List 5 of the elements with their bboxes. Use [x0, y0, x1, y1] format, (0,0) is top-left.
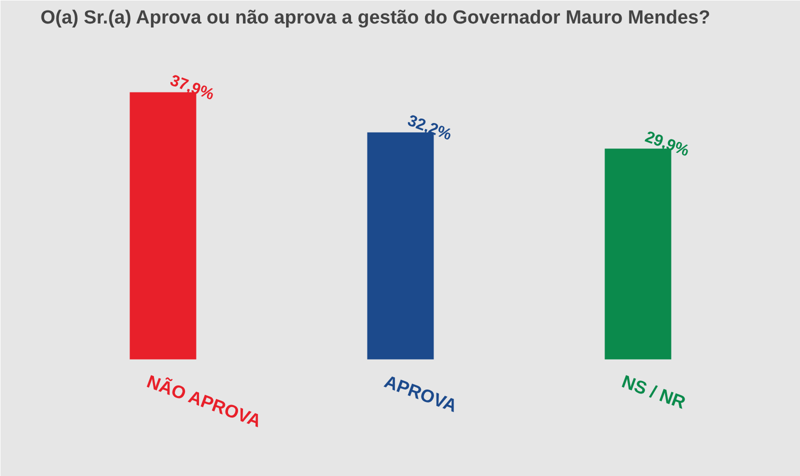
chart-title: O(a) Sr.(a) Aprova ou não aprova a gestão do Governador Mauro Mendes? [40, 8, 710, 28]
data-label: 32,2% [405, 112, 454, 144]
x-tick-label: NS / NR [619, 371, 688, 413]
data-label: 29,9% [642, 128, 692, 160]
data-label: 37,9% [168, 72, 216, 104]
